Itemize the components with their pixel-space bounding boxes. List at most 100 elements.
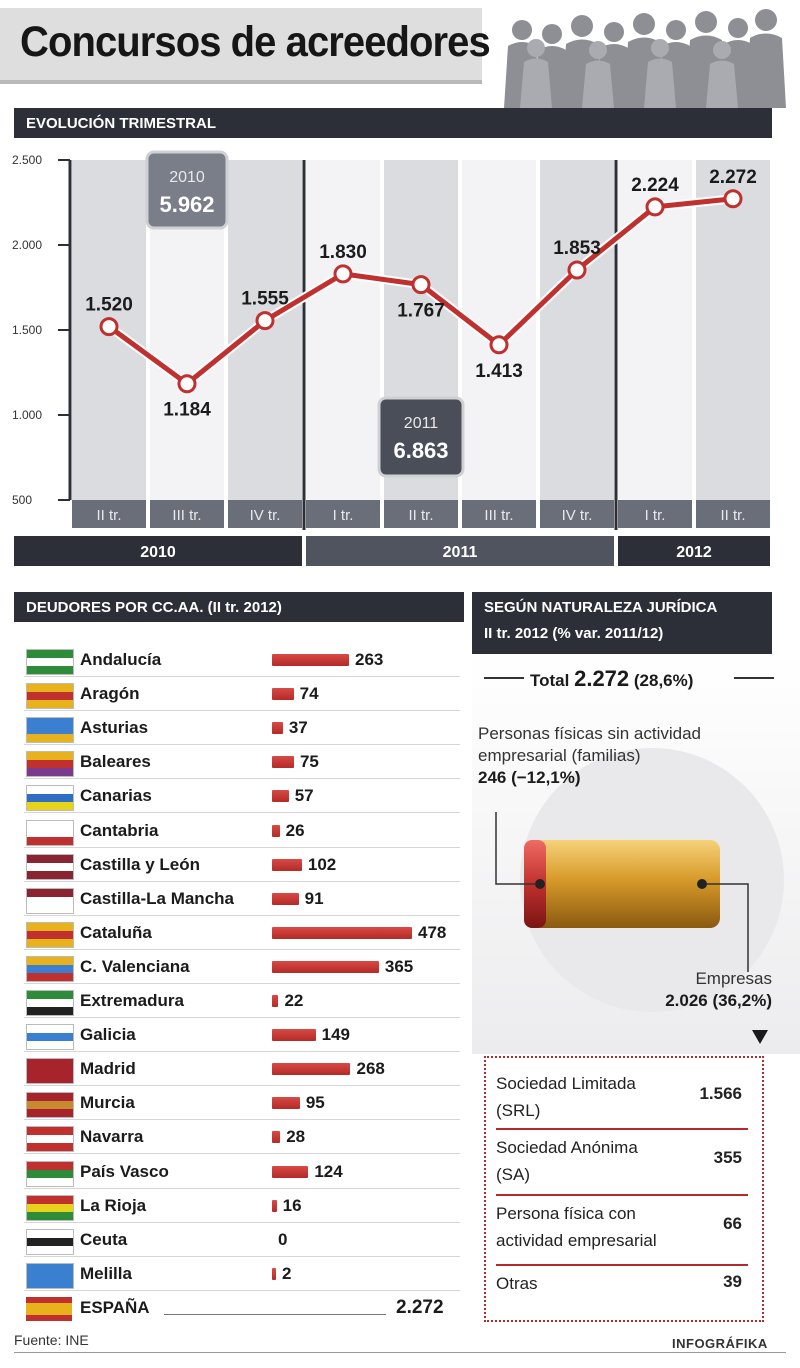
breakdown-label-line: Persona física con: [496, 1204, 636, 1223]
section-header-legal: SEGÚN NATURALEZA JURÍDICA II tr. 2012 (%…: [472, 592, 772, 654]
region-value: 365: [384, 956, 414, 976]
region-row: País Vasco 124: [24, 1157, 460, 1187]
row-divider: [24, 846, 460, 848]
region-row: Murcia 95: [24, 1089, 460, 1119]
year-label: 2012: [676, 544, 712, 561]
row-divider: [24, 1221, 460, 1223]
title-band: [0, 8, 482, 80]
region-name: Cantabria: [80, 820, 159, 840]
region-bar: [272, 1097, 300, 1110]
year-total-badge: 2011 6.863: [377, 396, 465, 478]
row-divider: [24, 744, 460, 746]
badge-total: 6.863: [393, 438, 448, 463]
region-flag-icon: [26, 751, 74, 778]
badge-total: 5.962: [159, 192, 214, 217]
data-point: [645, 197, 665, 217]
credit-logo: INFOGRÁFIKA: [672, 1336, 768, 1351]
quarter-cell: [618, 500, 692, 528]
breakdown-divider: [496, 1194, 748, 1196]
breakdown-divider: [496, 1128, 748, 1130]
row-divider: [24, 914, 460, 916]
region-value: 37: [288, 718, 308, 738]
region-name: Castilla-La Mancha: [80, 888, 234, 908]
region-bar: [272, 1131, 281, 1144]
people-silhouette-icon: [504, 9, 786, 108]
year-label: 2010: [140, 544, 176, 561]
year-total-badge: 2010 5.962: [145, 150, 229, 230]
breakdown-label: Persona física con actividad empresarial: [496, 1200, 657, 1254]
region-bar: [272, 756, 294, 769]
region-name: Andalucía: [80, 650, 162, 669]
region-bar: [272, 790, 289, 803]
families-line1: Personas físicas sin actividad: [478, 724, 701, 743]
y-tick-label: 1.000: [12, 408, 42, 422]
region-row: Canarias 57: [24, 782, 460, 812]
data-label: 1.767: [397, 301, 445, 322]
total-name: ESPAÑA: [80, 1297, 150, 1317]
families-label: Personas físicas sin actividad empresari…: [478, 723, 701, 789]
region-flag-icon: [26, 1228, 74, 1255]
badge-year: 2010: [169, 169, 205, 186]
column-band: [306, 160, 380, 500]
total-leader-line: [164, 1313, 386, 1315]
total-value: 2.272: [396, 1296, 444, 1318]
region-row: Madrid 268: [24, 1055, 460, 1085]
row-divider: [24, 710, 460, 712]
region-name: C. Valenciana: [80, 956, 190, 976]
year-cell: [306, 536, 614, 566]
row-divider: [24, 676, 460, 677]
region-total-row: ESPAÑA 2.272: [24, 1293, 460, 1322]
total-label: Total: [530, 671, 570, 690]
legal-graphic: [495, 748, 784, 1044]
quarter-cell: [228, 500, 302, 528]
total-value: 2.272: [574, 666, 630, 691]
region-row: Aragón 74: [24, 680, 460, 710]
region-bar: [272, 722, 283, 735]
row-divider: [24, 948, 460, 950]
region-flag-icon: [26, 990, 74, 1016]
region-bar: [272, 1029, 316, 1042]
region-bar: [272, 824, 280, 837]
source-note: Fuente: INE: [14, 1332, 89, 1348]
region-row: Andalucía 263: [24, 646, 460, 675]
region-flag-icon: [26, 1024, 74, 1051]
region-flag-icon: [26, 853, 74, 880]
companies-value: 2.026 (36,2%): [665, 991, 772, 1010]
region-name: Ceuta: [80, 1229, 128, 1249]
data-point: [333, 264, 353, 284]
quarter-label: II tr.: [720, 507, 745, 524]
breakdown-label-line: Sociedad Limitada: [496, 1074, 636, 1093]
breakdown-label-line: Otras: [496, 1274, 538, 1293]
title-shadow: [0, 80, 482, 84]
row-divider: [24, 1085, 460, 1087]
section-header-evolution: EVOLUCIÓN TRIMESTRAL: [14, 108, 772, 138]
breakdown-label: Sociedad Anónima (SA): [496, 1134, 638, 1188]
region-name: Castilla y León: [80, 854, 200, 874]
region-flag-icon: [26, 1160, 74, 1187]
breakdown-label-line: (SA): [496, 1165, 530, 1184]
region-bar: [272, 688, 294, 701]
breakdown-label: Sociedad Limitada (SRL): [496, 1070, 636, 1124]
quarter-cell: [306, 500, 380, 528]
region-value: 124: [314, 1161, 343, 1181]
region-value: 149: [321, 1025, 350, 1045]
region-name: Aragón: [80, 684, 140, 704]
quarter-cell: [540, 500, 614, 528]
companies-name: Empresas: [695, 969, 772, 988]
region-value: 268: [356, 1059, 385, 1079]
badge-year: 2011: [404, 415, 439, 432]
breakdown-row: Sociedad Anónima (SA) 355: [496, 1134, 746, 1200]
region-bar: [272, 926, 412, 939]
total-rule-left: [484, 677, 524, 679]
data-point: [177, 374, 197, 394]
spain-flag-icon: [26, 1296, 72, 1321]
data-label: 2.272: [709, 167, 757, 188]
section-title: SEGÚN NATURALEZA JURÍDICA: [484, 599, 718, 616]
region-value: 16: [282, 1195, 302, 1215]
region-row: Cataluña 478: [24, 918, 460, 948]
breakdown-value: 66: [723, 1214, 742, 1233]
region-flag-icon: [26, 649, 74, 675]
region-value: 102: [307, 854, 337, 874]
data-label: 1.413: [475, 361, 523, 382]
row-divider: [24, 1119, 460, 1121]
